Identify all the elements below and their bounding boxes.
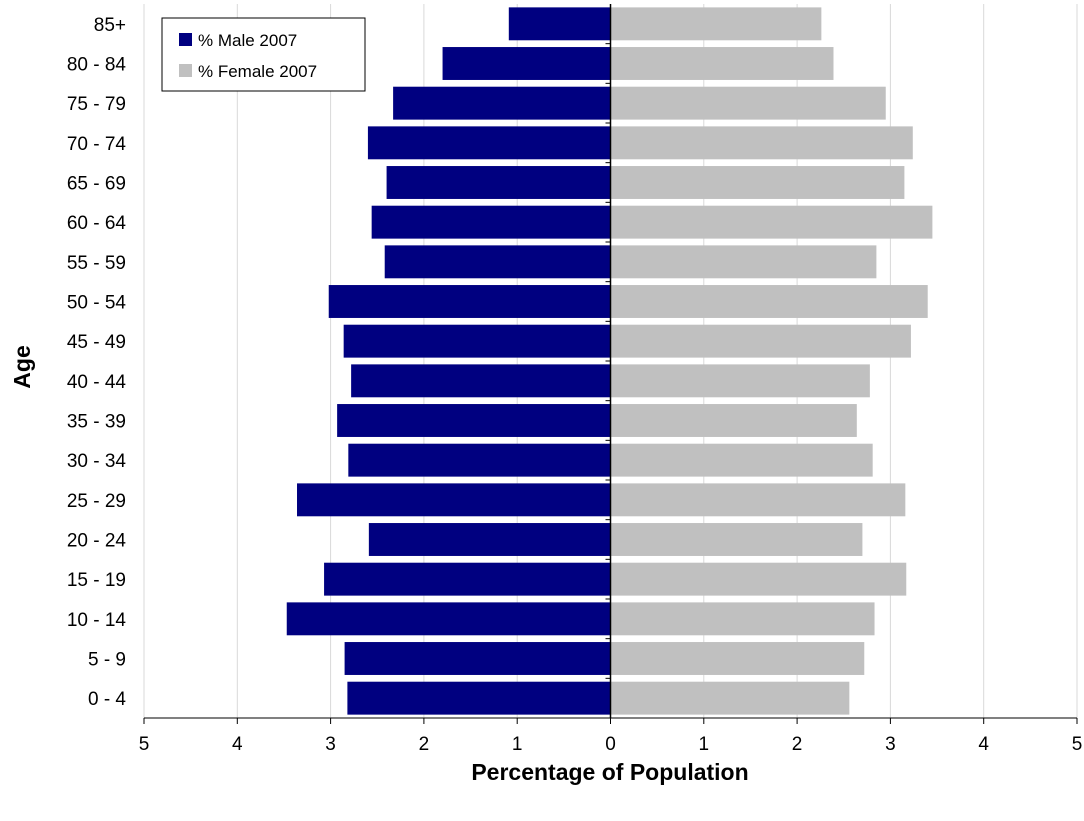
x-tick-label: 3 — [885, 734, 896, 755]
y-tick-label: 80 - 84 — [67, 55, 127, 76]
bar-male — [367, 126, 611, 160]
x-tick-label: 5 — [1072, 734, 1083, 755]
x-tick-label: 4 — [978, 734, 989, 755]
bar-female — [610, 443, 873, 477]
bar-male — [328, 285, 611, 318]
bar-male — [386, 166, 611, 199]
x-tick-label: 2 — [419, 734, 430, 755]
x-tick-label: 0 — [605, 734, 616, 755]
bar-female — [610, 245, 877, 279]
legend: % Male 2007 % Female 2007 — [161, 17, 366, 92]
x-tick-label: 2 — [792, 734, 803, 755]
y-tick-label: 20 - 24 — [67, 531, 127, 552]
y-tick-label: 65 - 69 — [67, 174, 126, 195]
bar-female — [610, 205, 933, 239]
y-tick-label: 15 - 19 — [67, 570, 126, 591]
legend-label-male: % Male 2007 — [198, 31, 297, 50]
legend-swatch-male — [179, 33, 192, 46]
bar-female — [610, 483, 906, 517]
x-tick-label: 1 — [512, 734, 523, 755]
bar-male — [324, 562, 611, 596]
bar-female — [610, 562, 907, 596]
bar-male — [368, 523, 611, 556]
bar-male — [347, 681, 611, 715]
bar-male — [371, 205, 611, 239]
x-tick-label: 4 — [232, 734, 243, 755]
bar-female — [610, 602, 875, 636]
y-axis-title: Age — [9, 345, 35, 388]
bar-female — [610, 126, 913, 160]
bar-male — [393, 86, 611, 120]
gridlines — [143, 4, 1078, 718]
y-tick-label: 85+ — [94, 15, 126, 36]
bar-male — [508, 7, 611, 41]
legend-swatch-female — [179, 64, 192, 77]
y-tick-label: 50 - 54 — [67, 293, 127, 314]
bar-female — [610, 681, 850, 715]
y-tick-label: 35 - 39 — [67, 412, 126, 433]
bar-male — [442, 47, 611, 80]
x-tick-label: 5 — [139, 734, 150, 755]
bars — [286, 7, 933, 715]
bar-male — [286, 602, 611, 636]
y-tick-label: 10 - 14 — [67, 610, 127, 631]
y-tick-label: 55 - 59 — [67, 253, 126, 274]
bar-female — [610, 47, 834, 80]
y-tick-label: 5 - 9 — [88, 650, 126, 671]
x-tick-label: 1 — [699, 734, 710, 755]
bar-female — [610, 86, 886, 120]
bar-male — [384, 245, 611, 279]
bar-female — [610, 364, 870, 398]
y-tick-label: 45 - 49 — [67, 332, 126, 353]
y-tick-label: 60 - 64 — [67, 213, 127, 234]
y-tick-label: 40 - 44 — [67, 372, 127, 393]
bar-male — [348, 443, 611, 477]
y-tick-label: 25 - 29 — [67, 491, 126, 512]
bar-male — [343, 324, 611, 358]
y-tick-label: 70 - 74 — [67, 134, 127, 155]
x-tick-label: 3 — [325, 734, 336, 755]
bar-female — [610, 166, 905, 199]
bar-female — [610, 642, 865, 675]
bar-female — [610, 7, 822, 41]
x-axis-title: Percentage of Population — [471, 759, 748, 785]
tick-labels: 5 4 3 2 1 0 1 2 3 4 5 0 - 4 5 - 9 10 - 14 15 - 19 20 - … — [67, 15, 1082, 755]
y-tick-label: 30 - 34 — [67, 451, 127, 472]
legend-label-female: % Female 2007 — [198, 62, 317, 81]
bar-female — [610, 404, 857, 437]
bar-male — [297, 483, 611, 517]
y-tick-label: 75 - 79 — [67, 94, 126, 115]
bar-male — [344, 642, 611, 675]
axes — [143, 4, 1078, 724]
bar-male — [337, 404, 611, 437]
bar-male — [351, 364, 611, 398]
y-tick-label: 0 - 4 — [88, 689, 126, 710]
bar-female — [610, 324, 911, 358]
legend-box — [161, 17, 366, 92]
bar-female — [610, 285, 928, 318]
bar-female — [610, 523, 863, 556]
